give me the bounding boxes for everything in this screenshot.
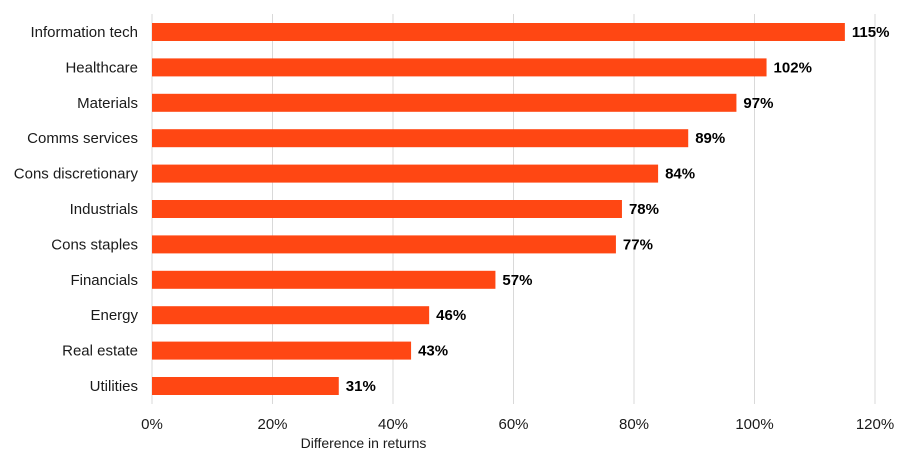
category-label: Comms services	[27, 130, 138, 147]
bar-9	[152, 341, 412, 360]
category-label: Utilities	[90, 378, 138, 395]
data-label: 97%	[743, 95, 773, 112]
data-label: 115%	[852, 24, 890, 41]
bar-1	[152, 58, 767, 77]
data-label: 77%	[623, 236, 653, 253]
category-labels: Information tech Healthcare Materials Comms…	[14, 24, 139, 395]
bar-2	[152, 93, 737, 112]
category-label: Healthcare	[65, 59, 138, 76]
bar-3	[152, 129, 689, 148]
x-tick-label: 100%	[735, 416, 773, 433]
x-axis-title: Difference in returns	[301, 435, 427, 451]
bars	[152, 23, 845, 395]
x-tick-label: 40%	[378, 416, 408, 433]
x-tick-label: 80%	[619, 416, 649, 433]
data-label: 84%	[665, 166, 695, 183]
category-label: Financials	[70, 272, 138, 289]
category-label: Cons discretionary	[14, 166, 139, 183]
x-tick-label: 60%	[498, 416, 528, 433]
category-label: Information tech	[30, 24, 138, 41]
bar-5	[152, 200, 622, 218]
x-axis-ticks: 0% 20% 40% 60% 80% 100% 120%	[141, 416, 894, 433]
data-label: 78%	[629, 201, 659, 218]
data-label: 46%	[436, 307, 466, 324]
bar-7	[152, 270, 496, 289]
bar-8	[152, 306, 430, 325]
category-label: Energy	[90, 307, 138, 324]
data-label: 31%	[346, 378, 376, 395]
bar-10	[152, 377, 339, 395]
x-tick-label: 120%	[856, 416, 894, 433]
x-tick-label: 20%	[257, 416, 287, 433]
bar-0	[152, 23, 845, 41]
x-tick-label: 0%	[141, 416, 163, 433]
data-labels: 115% 102% 97% 89% 84% 78% 77% 57% 46% 43% 31%	[346, 24, 890, 395]
category-label: Industrials	[70, 201, 138, 218]
data-label: 57%	[502, 272, 532, 289]
category-label: Materials	[77, 95, 138, 112]
data-label: 89%	[695, 130, 725, 147]
bar-4	[152, 164, 659, 183]
data-label: 43%	[418, 343, 448, 360]
data-label: 102%	[774, 59, 812, 76]
category-label: Cons staples	[51, 236, 138, 253]
bar-6	[152, 235, 616, 254]
category-label: Real estate	[62, 343, 138, 360]
